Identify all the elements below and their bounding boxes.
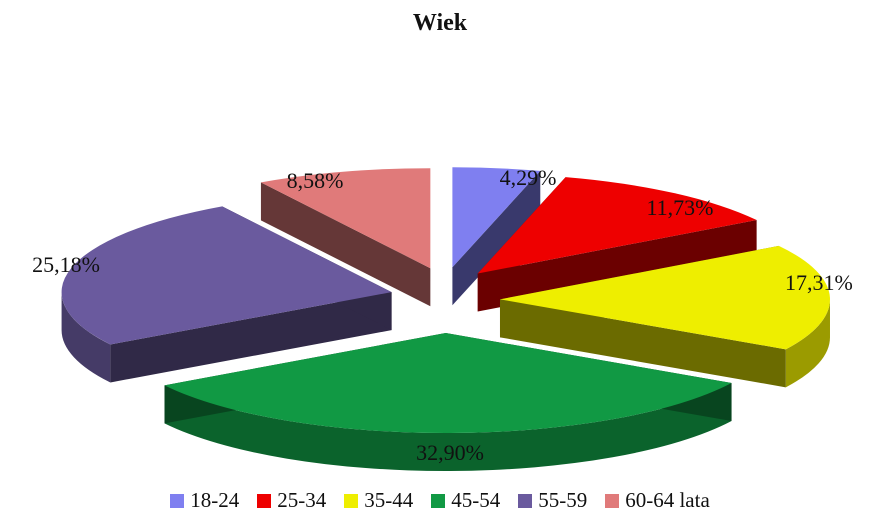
legend-swatch — [431, 493, 446, 508]
data-label-25-34: 11,73% — [646, 195, 713, 220]
legend-item-60-64-lata: 60-64 lata — [605, 488, 710, 513]
pie-slice-18-24 — [452, 167, 541, 306]
legend-swatch — [518, 493, 533, 508]
slice-top — [477, 177, 757, 274]
pie-slice-55-59 — [61, 206, 392, 383]
legend-label: 60-64 lata — [625, 488, 710, 512]
legend: 18-24 25-34 35-44 45-54 55-59 60-64 lata — [0, 488, 880, 513]
slice-wall — [452, 170, 541, 306]
data-label-35-44: 17,31% — [785, 270, 853, 295]
slice-wall — [110, 292, 392, 383]
slice-top — [452, 167, 541, 268]
legend-item-45-54: 45-54 — [431, 488, 500, 513]
data-label-18-24: 4,29% — [500, 165, 557, 190]
legend-item-25-34: 25-34 — [257, 488, 326, 513]
legend-swatch — [344, 493, 359, 508]
slice-side — [61, 292, 111, 383]
pie-slice-35-44 — [499, 245, 830, 388]
pie-chart: 4,29% 11,73% 17,31% 32,90% 25,18% 8,58% — [32, 165, 853, 471]
data-label-45-54: 32,90% — [416, 440, 484, 465]
data-label-55-59: 25,18% — [32, 252, 100, 277]
slice-top — [164, 332, 732, 433]
slice-wall — [260, 182, 431, 307]
legend-label: 25-34 — [277, 488, 327, 512]
slice-side — [164, 382, 732, 471]
legend-label: 35-44 — [364, 488, 414, 512]
slice-top — [260, 168, 431, 269]
chart-title: Wiek — [412, 10, 468, 36]
legend-swatch — [170, 493, 185, 508]
pie-slice-45-54 — [164, 332, 732, 471]
slice-top — [499, 245, 830, 350]
legend-item-18-24: 18-24 — [170, 488, 239, 513]
pie-slice-25-34 — [477, 177, 757, 312]
slice-top — [61, 206, 392, 345]
slice-wall — [499, 299, 786, 388]
legend-label: 55-59 — [538, 488, 588, 512]
legend-swatch — [257, 493, 272, 508]
data-label-60-64-lata: 8,58% — [287, 168, 344, 193]
slice-wall — [477, 220, 757, 312]
legend-label: 45-54 — [451, 488, 501, 512]
legend-swatch — [605, 493, 620, 508]
legend-item-55-59: 55-59 — [518, 488, 587, 513]
slice-side — [785, 299, 830, 388]
legend-label: 18-24 — [190, 488, 240, 512]
legend-item-35-44: 35-44 — [344, 488, 413, 513]
pie-slice-60-64-lata — [260, 168, 431, 307]
